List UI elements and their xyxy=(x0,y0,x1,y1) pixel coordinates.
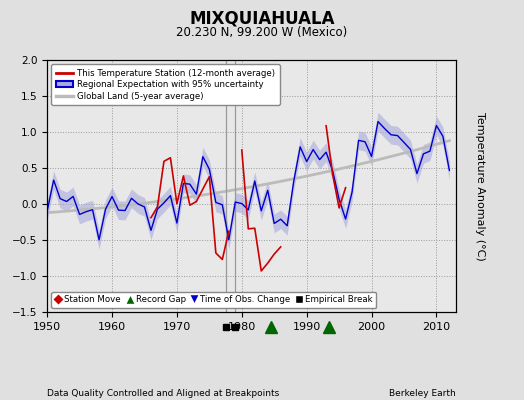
Legend: Station Move, Record Gap, Time of Obs. Change, Empirical Break: Station Move, Record Gap, Time of Obs. C… xyxy=(51,292,376,308)
Text: Berkeley Earth: Berkeley Earth xyxy=(389,389,456,398)
Text: 20.230 N, 99.200 W (Mexico): 20.230 N, 99.200 W (Mexico) xyxy=(177,26,347,39)
Text: Data Quality Controlled and Aligned at Breakpoints: Data Quality Controlled and Aligned at B… xyxy=(47,389,279,398)
Text: MIXQUIAHUALA: MIXQUIAHUALA xyxy=(189,10,335,28)
Y-axis label: Temperature Anomaly (°C): Temperature Anomaly (°C) xyxy=(475,112,485,260)
